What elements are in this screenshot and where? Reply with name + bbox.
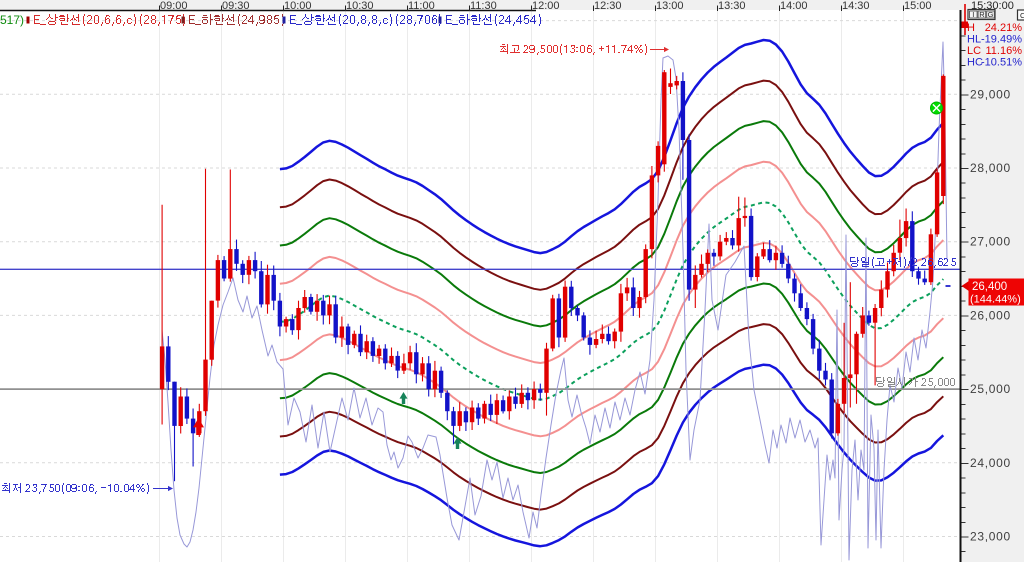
svg-text:10:00: 10:00	[284, 0, 312, 12]
svg-text:HL: HL	[967, 34, 981, 46]
svg-text:(144.44%): (144.44%)	[970, 294, 1021, 306]
svg-text:G: G	[988, 10, 994, 19]
svg-text:09:30: 09:30	[222, 0, 250, 12]
svg-text:11:00: 11:00	[408, 0, 435, 12]
svg-text:14:30: 14:30	[842, 0, 870, 12]
svg-text:28,000: 28,000	[970, 161, 1011, 175]
svg-text:R: R	[979, 10, 985, 19]
svg-text:H: H	[967, 22, 975, 34]
svg-text:27,000: 27,000	[970, 235, 1011, 249]
svg-text:517): 517)	[0, 13, 24, 27]
svg-text:11.16%: 11.16%	[986, 45, 1023, 57]
svg-text:-10.51%: -10.51%	[981, 57, 1022, 69]
svg-text:24.21%: 24.21%	[985, 22, 1023, 34]
svg-text:HC: HC	[967, 57, 983, 69]
svg-text:13:30: 13:30	[718, 0, 746, 12]
svg-text:29,000: 29,000	[970, 87, 1011, 101]
svg-text:C: C	[1020, 11, 1024, 20]
svg-text:26,400: 26,400	[972, 281, 1007, 293]
svg-text:24,000: 24,000	[970, 456, 1011, 470]
svg-text:26,000: 26,000	[970, 308, 1011, 322]
svg-text:09:00: 09:00	[160, 0, 188, 12]
svg-text:LC: LC	[967, 45, 981, 57]
svg-text:14:00: 14:00	[780, 0, 808, 12]
svg-text:10:30: 10:30	[346, 0, 374, 12]
svg-text:12:00: 12:00	[532, 0, 560, 12]
svg-text:13:00: 13:00	[656, 0, 684, 12]
svg-text:25,000: 25,000	[970, 382, 1011, 396]
svg-text:-19.49%: -19.49%	[981, 34, 1022, 46]
svg-text:I: I	[972, 10, 974, 19]
svg-text:11:30: 11:30	[470, 0, 497, 12]
svg-text:15:00: 15:00	[904, 0, 932, 12]
svg-text:12:30: 12:30	[594, 0, 622, 12]
svg-text:23,000: 23,000	[970, 530, 1011, 544]
